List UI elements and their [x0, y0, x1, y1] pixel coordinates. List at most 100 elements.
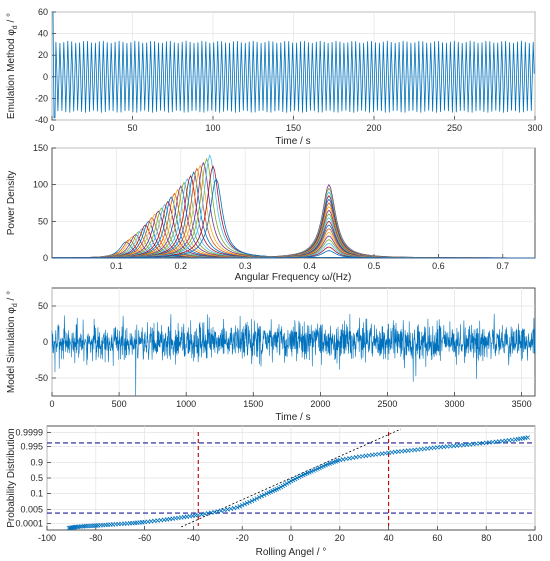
marker-stroke	[193, 513, 198, 518]
marker-stroke	[409, 447, 414, 453]
x-tick-label: 250	[447, 123, 462, 133]
y-tick-label: 0	[43, 337, 48, 347]
x-tick-label: 2000	[310, 399, 330, 409]
marker-stroke	[205, 510, 211, 516]
marker-stroke	[235, 505, 240, 510]
marker-stroke	[199, 512, 204, 517]
marker-stroke	[142, 519, 147, 525]
marker-stroke	[176, 515, 181, 521]
y-tick-label: -50	[35, 373, 48, 383]
x-tick-label: 50	[127, 123, 137, 133]
y-axis-label: Power Density	[6, 171, 17, 235]
x-tick-label: 1500	[243, 399, 263, 409]
marker-stroke	[80, 524, 86, 529]
quantile-marker	[239, 502, 245, 508]
marker-stroke	[389, 450, 395, 455]
panel-probability-plot: -100 -80 -60 -40 -20 0 20 40 60 80 100 0.0001 0.005…	[6, 425, 543, 558]
marker-stroke	[249, 498, 255, 504]
marker-stroke	[357, 454, 362, 459]
y-tick-label: 20	[38, 50, 48, 60]
marker-stroke	[73, 524, 79, 530]
x-tick-labels: 0 500 1000 1500 2000 2500 3000 3500	[49, 399, 531, 409]
marker-stroke	[454, 443, 460, 448]
marker-stroke	[500, 438, 505, 444]
x-tick-labels: 0 50 100 150 200 250 300	[49, 123, 542, 133]
y-tick-label: 100	[33, 180, 48, 190]
marker-stroke	[145, 519, 151, 524]
data-layer	[47, 428, 535, 531]
marker-stroke	[82, 523, 87, 529]
simulation-line	[51, 313, 536, 397]
marker-stroke	[167, 516, 173, 522]
x-tick-labels: 0.1 0.2 0.3 0.4 0.5 0.6 0.7	[110, 261, 509, 271]
y-tick-label: -40	[35, 115, 48, 125]
x-tick-label: 0.4	[303, 261, 316, 271]
marker-stroke	[187, 513, 193, 519]
marker-stroke	[496, 439, 502, 444]
x-tick-label: -100	[38, 533, 56, 543]
x-tick-label: 0	[49, 123, 54, 133]
x-axis-label: Time / s	[275, 412, 310, 423]
marker-stroke	[340, 457, 346, 462]
y-tick-label: 0.1	[30, 489, 43, 499]
y-axis-label: Probability Distribution	[6, 428, 17, 528]
marker-stroke	[181, 514, 187, 520]
marker-stroke	[451, 443, 456, 449]
x-tick-label: 0.7	[497, 261, 510, 271]
marker-stroke	[418, 446, 424, 452]
marker-stroke	[237, 504, 243, 509]
y-tick-label: 0	[43, 253, 48, 263]
x-tick-label: 2500	[377, 399, 397, 409]
y-tick-label: 0.005	[20, 504, 43, 514]
marker-stroke	[415, 447, 421, 452]
marker-stroke	[422, 446, 427, 452]
marker-stroke	[509, 437, 515, 443]
x-tick-label: 100	[205, 123, 220, 133]
marker-stroke	[480, 440, 486, 446]
y-tick-labels: -40 -20 0 20 40 60	[35, 7, 48, 125]
marker-stroke	[178, 515, 184, 520]
marker-stroke	[242, 501, 247, 507]
data-layer	[51, 154, 535, 259]
spectrum-curve-high	[52, 250, 535, 259]
x-tick-label: 3000	[444, 399, 464, 409]
marker-stroke	[431, 445, 437, 451]
marker-stroke	[425, 446, 430, 451]
marker-stroke	[470, 441, 476, 447]
marker-stroke	[396, 449, 401, 454]
marker-stroke	[370, 452, 375, 458]
marker-stroke	[503, 438, 509, 443]
marker-stroke	[244, 500, 250, 506]
y-tick-label: 0.5	[30, 473, 43, 483]
data-layer	[51, 313, 536, 397]
marker-stroke	[483, 440, 489, 446]
marker-stroke	[170, 516, 175, 521]
quantile-marker	[235, 505, 240, 510]
marker-stroke	[428, 445, 434, 451]
y-axis-label: Emulation Method φd / °	[6, 13, 19, 119]
y-tick-label: 0.9	[30, 457, 43, 467]
marker-stroke	[506, 438, 512, 443]
x-tick-label: 0	[288, 533, 293, 543]
y-tick-label: 50	[38, 301, 48, 311]
marker-stroke	[379, 451, 385, 456]
quantile-marker	[261, 492, 267, 498]
marker-stroke	[148, 519, 154, 524]
marker-stroke	[392, 449, 398, 455]
x-tick-label: 60	[432, 533, 442, 543]
x-tick-label: 300	[527, 123, 542, 133]
x-tick-label: -60	[138, 533, 151, 543]
panel-model-simulation: 0 500 1000 1500 2000 2500 3000 3500 -50 0 50 Time…	[6, 287, 536, 423]
y-tick-label: 150	[33, 143, 48, 153]
marker-stroke	[360, 453, 365, 459]
quantile-marker	[254, 496, 260, 501]
x-tick-label: 0.5	[368, 261, 381, 271]
marker-stroke	[212, 509, 217, 515]
marker-stroke	[190, 513, 195, 519]
marker-stroke	[256, 494, 262, 500]
normal-reference-line	[181, 428, 401, 528]
x-tick-labels: -100 -80 -60 -40 -20 0 20 40 60 80 100	[38, 533, 543, 543]
marker-stroke	[386, 450, 391, 456]
x-tick-label: 200	[366, 123, 381, 133]
marker-stroke	[228, 506, 234, 512]
